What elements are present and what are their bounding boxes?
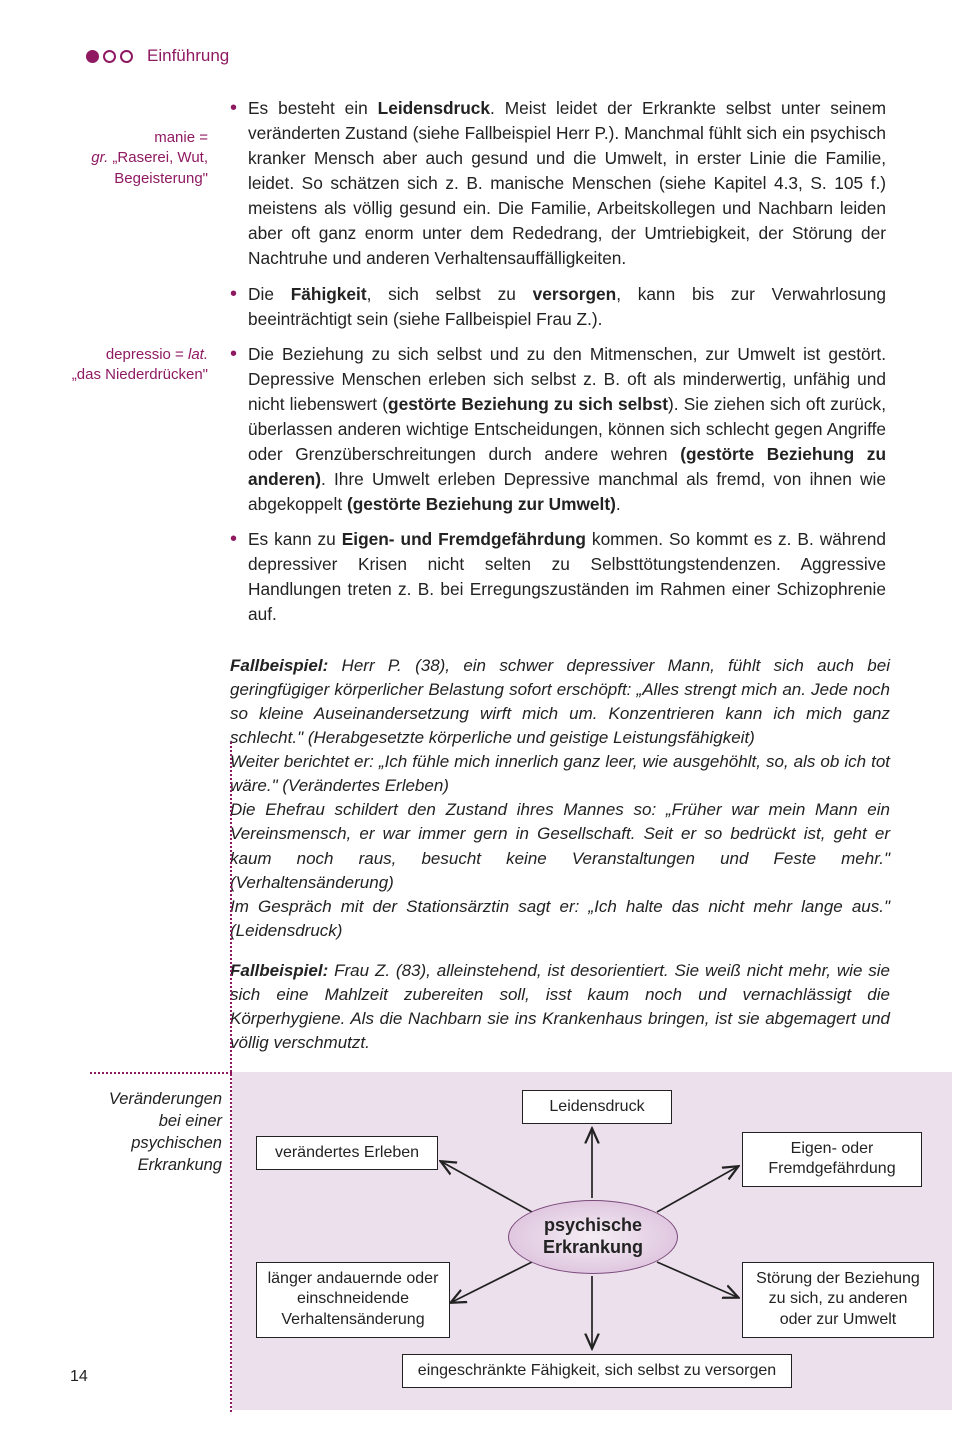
progress-dots (86, 50, 133, 63)
margin-text: manie = (60, 128, 208, 148)
diagram-node-bottom: eingeschränkte Fähigkeit, sich selbst zu… (402, 1354, 792, 1389)
body-text: Im Gespräch mit der Stationsärztin sagt … (230, 897, 890, 940)
margin-text: Begeisterung" (60, 169, 208, 189)
body-text: Weiter berichtet er: „Ich fühle mich inn… (230, 752, 890, 795)
diagram-panel: Leidensdruck verändertes Erleben länger … (232, 1072, 952, 1410)
dot-empty-icon (120, 50, 133, 63)
header-title: Einführung (147, 46, 229, 66)
fallbeispiel-label: Fallbeispiel: (230, 656, 328, 675)
fallbeispiel-2: Fallbeispiel: Frau Z. (83), alleinstehen… (230, 959, 890, 1056)
body-text: Die Ehefrau schildert den Zustand ihres … (230, 800, 890, 891)
margin-note-manie: manie = gr. „Raserei, Wut, Begeisterung" (60, 128, 208, 189)
diagram-node-left2: länger andauernde oder einschneidende Ve… (256, 1262, 450, 1338)
main-column: Es besteht ein Leidensdruck. Meist leide… (226, 96, 886, 638)
bullet-item: Die Beziehung zu sich selbst und zu den … (226, 342, 886, 518)
dot-filled-icon (86, 50, 99, 63)
fallbeispiel-label: Fallbeispiel: (230, 961, 328, 980)
margin-text: „das Niederdrücken" (60, 365, 208, 385)
margin-column: manie = gr. „Raserei, Wut, Begeisterung"… (60, 96, 208, 638)
diagram-node-right1: Eigen- oder Fremdgefährdung (742, 1132, 922, 1188)
dot-empty-icon (103, 50, 116, 63)
diagram-section: Veränderungen bei einer psychischen Erkr… (60, 1072, 900, 1410)
bullet-item: Die Fähigkeit, sich selbst zu versorgen,… (226, 282, 886, 332)
page-header: Einführung (86, 46, 900, 66)
body-text: Herr P. (38), ein schwer depressiver Man… (230, 656, 890, 747)
page-number: 14 (70, 1368, 88, 1386)
margin-text: gr. „Raserei, Wut, (60, 148, 208, 168)
bullet-list: Es besteht ein Leidensdruck. Meist leide… (226, 96, 886, 628)
diagram-caption: Veränderungen bei einer psychischen Erkr… (90, 1088, 222, 1177)
diagram-node-top: Leidensdruck (522, 1090, 672, 1125)
bullet-item: Es kann zu Eigen- und Fremdgefährdung ko… (226, 527, 886, 627)
margin-text: depressio = lat. (60, 345, 208, 365)
fallbeispiel-1: Fallbeispiel: Herr P. (38), ein schwer d… (230, 654, 890, 944)
diagram-node-right2: Störung der Beziehung zu sich, zu andere… (742, 1262, 934, 1338)
body-text: Frau Z. (83), alleinstehend, ist desorie… (230, 961, 890, 1052)
margin-note-depressio: depressio = lat. „das Niederdrücken" (60, 345, 208, 386)
bullet-item: Es besteht ein Leidensdruck. Meist leide… (226, 96, 886, 272)
diagram-center-ellipse: psychische Erkrankung (508, 1200, 678, 1274)
diagram-node-left1: verändertes Erleben (256, 1136, 438, 1171)
